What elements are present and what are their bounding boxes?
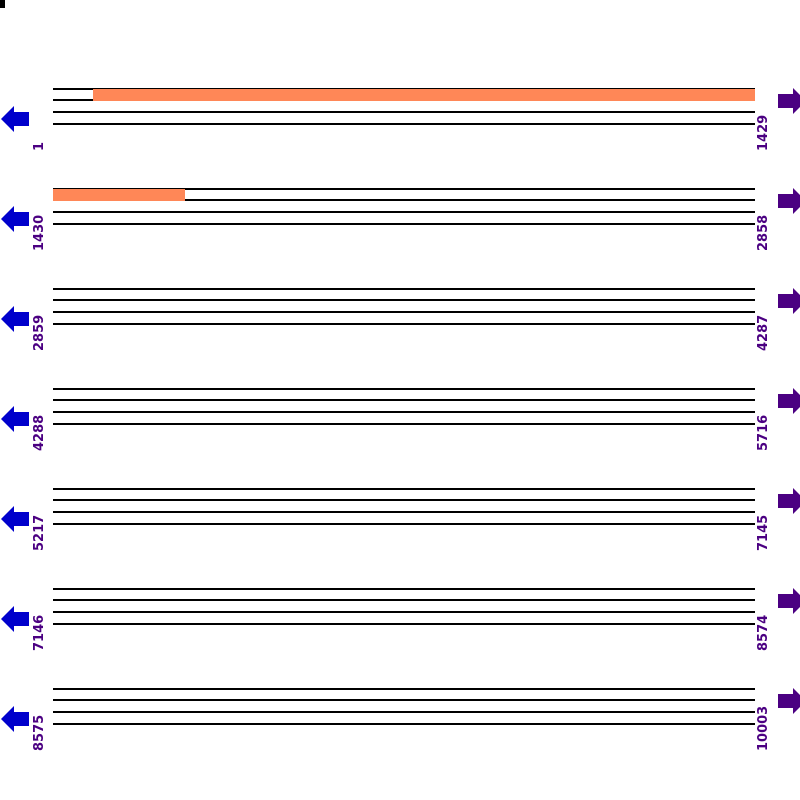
arrow-right-icon[interactable] xyxy=(778,488,800,514)
track-ruler-lines xyxy=(53,288,755,336)
arrow-left-icon[interactable] xyxy=(1,406,31,432)
feature-bar[interactable] xyxy=(93,89,755,101)
ruler-line xyxy=(53,611,755,613)
track-ruler-lines xyxy=(53,188,755,236)
ruler-line xyxy=(53,223,755,225)
track-end-coordinate-label: 1429 xyxy=(756,114,771,151)
ruler-line xyxy=(53,299,755,301)
track-end-coordinate-label: 8574 xyxy=(756,614,771,651)
track-end-coordinate-label: 7145 xyxy=(756,514,771,551)
ruler-line xyxy=(53,511,755,513)
arrow-left-icon[interactable] xyxy=(1,506,31,532)
track-start-coordinate-label: 1 xyxy=(32,141,47,151)
track-end-coordinate-label: 5716 xyxy=(756,414,771,451)
ruler-line xyxy=(53,399,755,401)
ruler-line xyxy=(53,723,755,725)
ruler-line xyxy=(53,388,755,390)
track-start-coordinate-label: 2859 xyxy=(32,314,47,351)
ruler-line xyxy=(53,423,755,425)
track-start-coordinate-label: 8575 xyxy=(32,714,47,751)
coordinate-track: 5217 7145 xyxy=(0,488,800,568)
track-ruler-lines xyxy=(53,588,755,636)
track-start-coordinate-label: 1430 xyxy=(32,214,47,251)
arrow-left-icon[interactable] xyxy=(1,606,31,632)
coordinate-track: 1430 2858 xyxy=(0,188,800,268)
arrow-left-icon[interactable] xyxy=(1,706,31,732)
arrow-left-icon[interactable] xyxy=(1,306,31,332)
ruler-line xyxy=(53,623,755,625)
ruler-line xyxy=(53,311,755,313)
ruler-line xyxy=(53,111,755,113)
track-start-coordinate-label: 7146 xyxy=(32,614,47,651)
corner-mark-icon xyxy=(0,0,5,8)
track-ruler-lines xyxy=(53,388,755,436)
ruler-line xyxy=(53,588,755,590)
arrow-right-icon[interactable] xyxy=(778,388,800,414)
feature-bar[interactable] xyxy=(53,189,185,201)
arrow-right-icon[interactable] xyxy=(778,588,800,614)
track-ruler-lines xyxy=(53,488,755,536)
arrow-right-icon[interactable] xyxy=(778,288,800,314)
track-ruler-lines xyxy=(53,688,755,736)
ruler-line xyxy=(53,188,755,190)
coordinate-track: 8575 10003 xyxy=(0,688,800,768)
ruler-line xyxy=(53,199,755,201)
arrow-left-icon[interactable] xyxy=(1,206,31,232)
ruler-line xyxy=(53,123,755,125)
track-start-coordinate-label: 4288 xyxy=(32,414,47,451)
ruler-line xyxy=(53,688,755,690)
ruler-line xyxy=(53,323,755,325)
ruler-line xyxy=(53,499,755,501)
ruler-line xyxy=(53,523,755,525)
arrow-right-icon[interactable] xyxy=(778,88,800,114)
ruler-line xyxy=(53,411,755,413)
ruler-line xyxy=(53,288,755,290)
ruler-line xyxy=(53,711,755,713)
ruler-line xyxy=(53,699,755,701)
arrow-left-icon[interactable] xyxy=(1,106,31,132)
track-end-coordinate-label: 2858 xyxy=(756,214,771,251)
coordinate-track: 1 1429 xyxy=(0,88,800,168)
track-end-coordinate-label: 4287 xyxy=(756,314,771,351)
coordinate-track: 2859 4287 xyxy=(0,288,800,368)
coordinate-track: 7146 8574 xyxy=(0,588,800,668)
ruler-line xyxy=(53,211,755,213)
coordinate-track: 4288 5716 xyxy=(0,388,800,468)
arrow-right-icon[interactable] xyxy=(778,688,800,714)
track-start-coordinate-label: 5217 xyxy=(32,514,47,551)
ruler-line xyxy=(53,488,755,490)
track-end-coordinate-label: 10003 xyxy=(756,705,771,751)
ruler-line xyxy=(53,599,755,601)
arrow-right-icon[interactable] xyxy=(778,188,800,214)
